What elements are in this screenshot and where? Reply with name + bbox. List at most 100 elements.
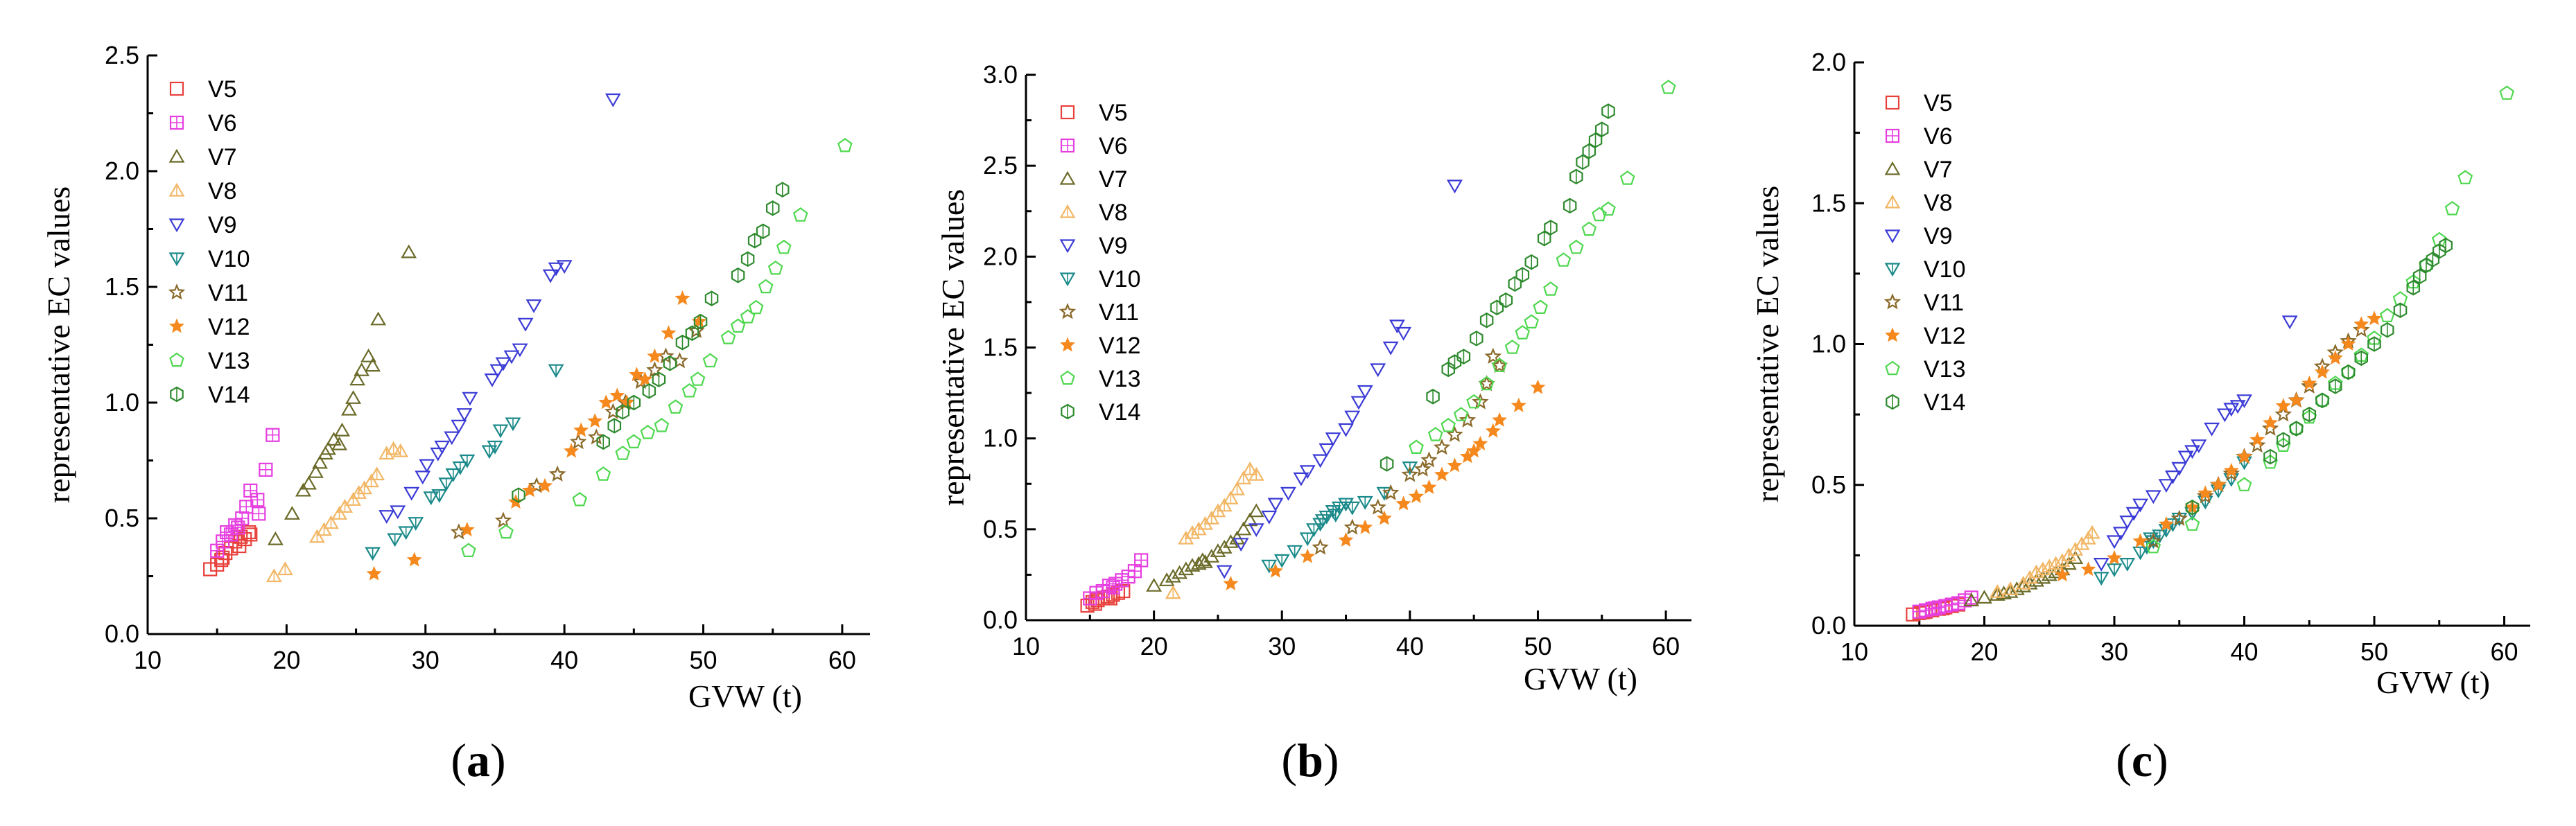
data-point [231,520,245,535]
data-point [1376,510,1392,525]
data-point [1338,423,1355,437]
data-point [378,510,395,524]
data-point [1248,503,1264,518]
data-point [2093,572,2109,586]
x-axis-label: GVW (t) [2376,665,2490,700]
data-point [2353,316,2369,331]
data-point [438,477,455,492]
legend-marker [168,252,185,267]
y-tick-label: 1.0 [105,388,139,416]
series-v6 [210,428,280,558]
data-point [2223,462,2239,477]
data-point [365,358,381,372]
data-point [1261,510,1278,525]
data-point [2146,538,2161,554]
legend-label: V9 [208,212,237,238]
data-point [326,432,342,446]
series-v11 [1312,347,1508,555]
legend-marker [1059,303,1077,319]
data-point [1287,545,1303,559]
data-point [341,401,358,416]
data-point [1446,425,1463,442]
y-axis-label: representative EC values [935,189,971,506]
data-point [1470,331,1483,346]
data-point [452,461,469,475]
data-point [1223,575,1239,590]
data-point [1382,341,1399,355]
legend-label: V8 [208,178,237,204]
legend-label: V5 [1924,90,1953,116]
data-point [2015,578,2032,592]
y-tick-label: 2.0 [983,242,1018,270]
series-v5 [1080,583,1131,613]
data-point [489,364,506,378]
data-point [637,371,653,386]
data-point [2084,525,2100,539]
y-tick-label: 0.5 [1811,471,1846,499]
data-point [627,394,641,411]
data-point [354,362,370,376]
data-point [2367,336,2381,352]
data-point [1989,587,2005,601]
data-point [640,425,656,439]
data-point [323,515,339,529]
data-point [295,482,311,497]
series-v13 [461,137,853,558]
series-v12 [2055,310,2382,582]
data-point [232,538,247,554]
data-point [2379,308,2395,322]
data-point [1299,532,1316,547]
data-point [2184,445,2200,459]
legend-marker [168,148,185,163]
data-point [1343,518,1361,535]
data-point [484,373,501,387]
data-point [595,466,611,481]
data-point [573,422,589,437]
data-point [629,367,645,382]
data-point [685,325,699,342]
legend: V5 V6 V7 V8 V9 V10 V11 V12 V13 V14 [1059,100,1141,425]
data-point [1421,479,1437,494]
data-point [2145,490,2161,504]
data-point [2191,439,2207,453]
legend-label: V8 [1924,190,1953,216]
data-point [776,239,792,254]
y-tick-label: 3.0 [983,60,1018,89]
data-point [598,394,614,410]
data-point [2263,414,2278,430]
legend-marker [1884,229,1901,244]
data-point [1530,379,1546,394]
data-point [2106,535,2123,550]
legend-label: V10 [1099,266,1141,292]
data-point [564,443,580,458]
data-point [1106,580,1120,595]
data-point [1472,435,1488,450]
legend-label: V8 [1099,200,1128,226]
data-point [481,445,498,459]
data-point [334,422,351,437]
data-point [408,517,424,531]
x-tick-label: 40 [550,646,578,674]
data-point [1382,484,1400,500]
legend-marker [1060,138,1075,153]
data-point [1357,495,1373,510]
data-point [2381,322,2394,338]
data-point [542,269,559,283]
legend-marker [1059,239,1076,254]
data-point [430,447,446,462]
data-point [609,387,625,403]
x-axis-label: GVW (t) [688,678,802,714]
data-point [1203,510,1220,525]
data-point [2301,375,2317,390]
legend-marker [168,182,185,197]
data-point [369,466,385,481]
y-tick-label: 0.0 [983,606,1018,634]
data-point [252,507,266,521]
data-point [1261,559,1278,574]
data-point [731,267,745,283]
data-point [1447,354,1462,370]
legend-label: V9 [1924,223,1953,249]
x-tick-label: 60 [1652,632,1680,660]
data-point [2112,527,2129,541]
